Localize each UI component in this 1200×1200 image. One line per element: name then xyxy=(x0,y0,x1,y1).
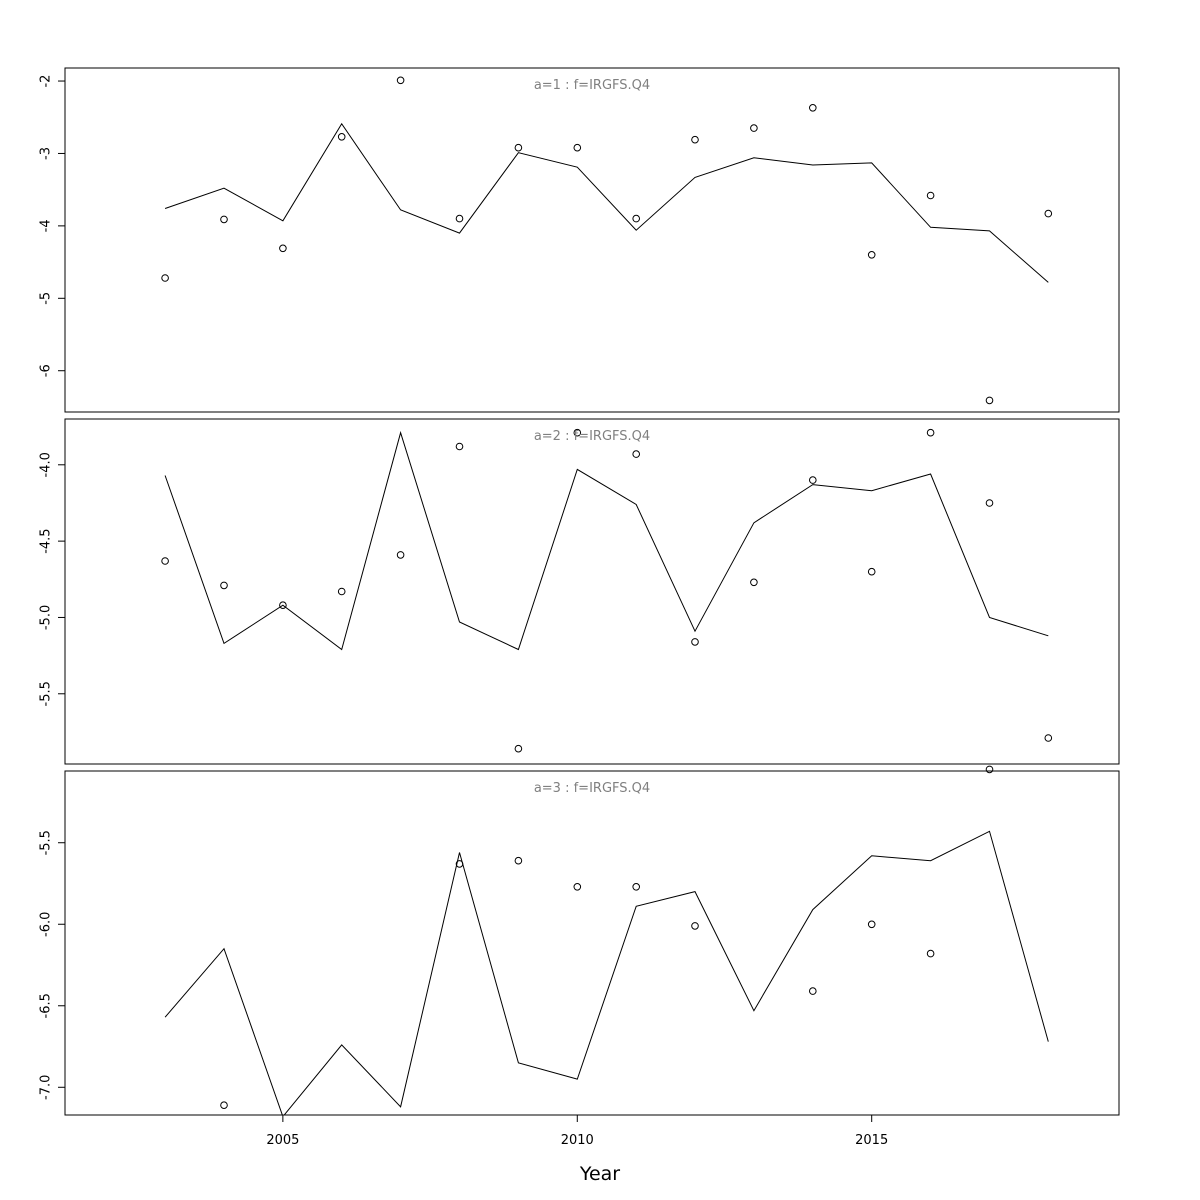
observed-point xyxy=(515,144,522,151)
panel-frame xyxy=(65,419,1119,764)
y-tick-label: -5.0 xyxy=(39,605,54,630)
observed-point xyxy=(633,884,640,891)
observed-point xyxy=(810,105,817,112)
observed-point xyxy=(692,136,699,143)
observed-point xyxy=(456,215,463,222)
observed-point xyxy=(810,477,817,484)
observed-point xyxy=(515,857,522,864)
observed-point xyxy=(574,884,581,891)
x-tick-label: 2005 xyxy=(266,1133,299,1148)
observed-point xyxy=(633,451,640,458)
panel-title: a=2 : f=IRGFS.Q4 xyxy=(534,429,650,444)
observed-point xyxy=(927,950,934,957)
fitted-line xyxy=(165,124,1048,283)
y-tick-label: -4.5 xyxy=(39,528,54,553)
observed-point xyxy=(338,588,345,595)
observed-point xyxy=(221,1102,228,1109)
observed-point xyxy=(280,245,287,252)
observed-point xyxy=(986,500,993,507)
observed-point xyxy=(397,77,404,84)
observed-point xyxy=(1045,735,1052,742)
observed-point xyxy=(927,192,934,199)
panel-frame xyxy=(65,68,1119,412)
panel-plot-area xyxy=(165,831,1048,1116)
y-tick-label: -2 xyxy=(39,75,54,88)
x-tick-label: 2010 xyxy=(561,1133,594,1148)
observed-point xyxy=(162,275,169,282)
observed-point xyxy=(868,921,875,928)
panel-2: -5.5 -5.0 -4.5 -4.0 a=2 : f=IRGFS.Q4 xyxy=(39,419,1120,764)
y-tick-label: -5.5 xyxy=(39,830,54,855)
observed-point xyxy=(221,582,228,589)
panel-3: -7.0 -6.5 -6.0 -5.5 a=3 : f=IRGFS.Q4 xyxy=(39,766,1120,1116)
panel-1: -6 -5 -4 -3 -2 a=1 : f=IRGFS.Q4 xyxy=(39,68,1120,412)
observed-point xyxy=(751,579,758,586)
observed-point xyxy=(927,429,934,436)
fitted-line xyxy=(165,831,1048,1116)
observed-point xyxy=(574,144,581,151)
fitted-line xyxy=(165,433,1048,650)
observed-point xyxy=(868,568,875,575)
y-tick-label: -7.0 xyxy=(39,1075,54,1100)
y-tick-label: -5 xyxy=(39,292,54,305)
observed-point xyxy=(810,988,817,995)
y-tick-label: -3 xyxy=(39,147,54,160)
observed-point xyxy=(751,125,758,132)
x-axis: 2005 2010 2015 xyxy=(266,1115,888,1148)
observed-point xyxy=(986,397,993,404)
observed-point xyxy=(692,923,699,930)
observed-point xyxy=(692,639,699,646)
y-tick-label: -5.5 xyxy=(39,681,54,706)
observed-point xyxy=(868,252,875,259)
panels-layer: -6 -5 -4 -3 -2 a=1 : f=IRGFS.Q4 -5.5 -5.0 -4.5 -4… xyxy=(39,68,1120,1117)
panel-plot-area xyxy=(165,433,1048,650)
observed-point xyxy=(338,134,345,141)
y-tick-label: -6 xyxy=(39,364,54,377)
observed-point xyxy=(1045,210,1052,217)
panel-title: a=3 : f=IRGFS.Q4 xyxy=(534,781,650,796)
panel-title: a=1 : f=IRGFS.Q4 xyxy=(534,78,650,93)
observed-point xyxy=(456,443,463,450)
x-axis-title: Year xyxy=(579,1163,620,1185)
observed-point xyxy=(515,745,522,752)
observed-point xyxy=(633,215,640,222)
panel-plot-area xyxy=(165,124,1048,283)
observed-point xyxy=(162,558,169,565)
observed-point xyxy=(221,216,228,223)
y-tick-label: -4 xyxy=(39,219,54,232)
observed-point xyxy=(397,552,404,559)
x-tick-label: 2015 xyxy=(855,1133,888,1148)
panel-frame xyxy=(65,771,1119,1115)
y-tick-label: -6.0 xyxy=(39,912,54,937)
y-tick-label: -4.0 xyxy=(39,452,54,477)
observed-point xyxy=(986,766,993,773)
y-tick-label: -6.5 xyxy=(39,993,54,1018)
